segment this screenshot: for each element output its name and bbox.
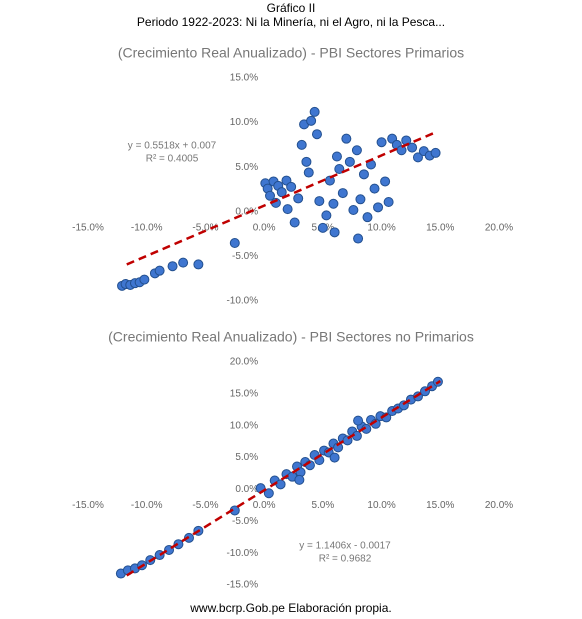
scatter-point — [178, 257, 189, 268]
scatter-point — [369, 183, 380, 194]
scatter-point — [373, 202, 384, 213]
scatter-point — [341, 133, 352, 144]
scatter-point — [353, 415, 364, 426]
y-tick-label: 5.0% — [235, 162, 258, 173]
scatter-point — [337, 188, 348, 199]
chart-title: (Crecimiento Real Anualizado) - PBI Sect… — [118, 45, 464, 61]
page-subtitle: Periodo 1922-2023: Ni la Minería, ni el … — [137, 15, 445, 29]
scatter-point — [344, 156, 355, 167]
trendline-r2: R² = 0.4005 — [146, 154, 199, 165]
scatter-point — [333, 442, 344, 453]
scatter-point — [294, 474, 305, 485]
scatter-point — [293, 193, 304, 204]
scatter-point — [303, 167, 314, 178]
scatter-point — [275, 479, 286, 490]
scatter-point — [289, 217, 300, 228]
scatter-point — [306, 115, 317, 126]
trendline-equation: y = 0.5518x + 0.007 — [128, 141, 217, 152]
scatter-point — [314, 196, 325, 207]
y-tick-label: 5.0% — [235, 452, 258, 463]
x-tick-label: 5.0% — [311, 500, 334, 511]
trendline — [126, 132, 434, 266]
x-tick-label: -5.0% — [192, 500, 218, 511]
scatter-point — [407, 142, 418, 153]
scatter-point — [167, 261, 178, 272]
trendline-equation: y = 1.1406x - 0.0017 — [299, 541, 391, 552]
scatter-point — [362, 212, 373, 223]
scatter-point — [396, 145, 407, 156]
scatter-point — [376, 137, 387, 148]
trendline-r2: R² = 0.9682 — [319, 554, 372, 565]
x-tick-label: 20.0% — [485, 500, 513, 511]
page-title: Gráfico II — [267, 1, 316, 15]
x-tick-label: 15.0% — [426, 222, 454, 233]
y-tick-label: 0.0% — [235, 484, 258, 495]
y-tick-label: -5.0% — [232, 516, 258, 527]
scatter-point — [329, 227, 340, 238]
scatter-point — [229, 238, 240, 249]
scatter-point — [353, 233, 364, 244]
footer: www.bcrp.Gob.pe Elaboración propia. — [189, 601, 391, 615]
x-tick-label: -15.0% — [72, 500, 104, 511]
scatter-point — [154, 265, 165, 276]
scatter-point — [301, 156, 312, 167]
scatter-point — [331, 151, 342, 162]
scatter-point — [263, 488, 274, 499]
scatter-point — [276, 187, 287, 198]
scatter-point — [358, 169, 369, 180]
scatter-point — [309, 106, 320, 117]
x-tick-label: 15.0% — [426, 500, 454, 511]
scatter-point — [311, 129, 322, 140]
y-tick-label: -15.0% — [226, 580, 258, 591]
x-tick-label: 10.0% — [367, 500, 395, 511]
x-tick-label: 10.0% — [367, 222, 395, 233]
y-tick-label: -5.0% — [232, 251, 258, 262]
y-tick-label: 20.0% — [230, 357, 258, 368]
scatter-point — [329, 452, 340, 463]
scatter-point — [173, 539, 184, 550]
x-tick-label: -10.0% — [131, 500, 163, 511]
scatter-point — [296, 139, 307, 150]
scatter-point — [328, 198, 339, 209]
chart-title: (Crecimiento Real Anualizado) - PBI Sect… — [108, 329, 474, 345]
x-tick-label: 0.0% — [253, 500, 276, 511]
x-tick-label: 0.0% — [253, 222, 276, 233]
scatter-point — [383, 196, 394, 207]
x-tick-label: 20.0% — [485, 222, 513, 233]
scatter-point — [380, 176, 391, 187]
y-tick-label: 15.0% — [230, 388, 258, 399]
y-tick-label: -10.0% — [226, 296, 258, 307]
scatter-point — [193, 259, 204, 270]
scatter-point — [265, 190, 276, 201]
x-tick-label: -5.0% — [192, 222, 218, 233]
trendline — [126, 380, 441, 577]
scatter-point — [317, 222, 328, 233]
y-tick-label: -10.0% — [226, 548, 258, 559]
y-tick-label: 15.0% — [230, 73, 258, 84]
scatter-point — [282, 204, 293, 215]
scatter-point — [355, 194, 366, 205]
scatter-point — [351, 145, 362, 156]
scatter-point — [139, 274, 150, 285]
x-tick-label: -15.0% — [72, 222, 104, 233]
scatter-point — [286, 181, 297, 192]
y-tick-label: 10.0% — [230, 117, 258, 128]
scatter-point — [348, 205, 359, 216]
scatter-point — [430, 147, 441, 158]
y-tick-label: 10.0% — [230, 420, 258, 431]
scatter-point — [412, 152, 423, 163]
x-tick-label: -10.0% — [131, 222, 163, 233]
scatter-point — [321, 210, 332, 221]
